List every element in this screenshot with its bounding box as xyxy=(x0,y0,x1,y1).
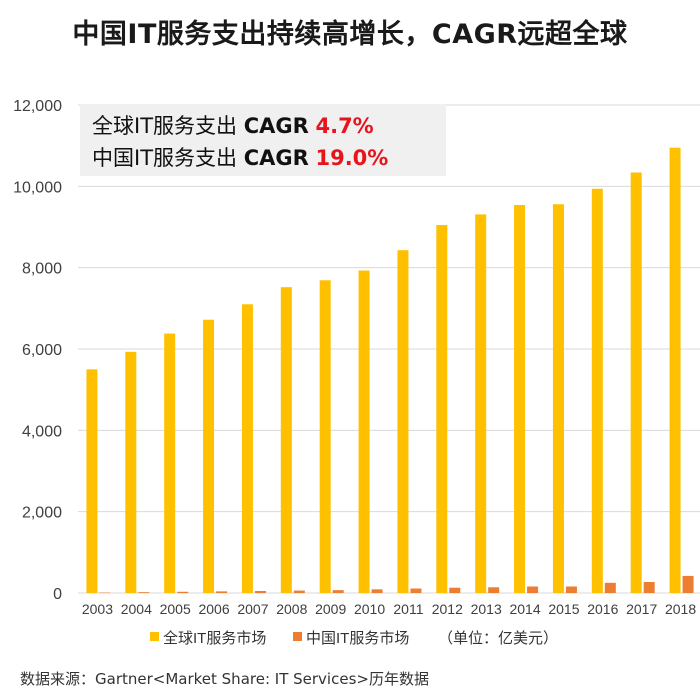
bar-global xyxy=(203,319,215,593)
bar-global xyxy=(125,351,137,593)
cagr-metric: CAGR xyxy=(243,114,309,138)
bar-global xyxy=(630,172,642,594)
x-tick-label: 2010 xyxy=(354,601,385,617)
chart-title: 中国IT服务支出持续高增长，CAGR远超全球 xyxy=(72,19,628,50)
y-tick-label: 0 xyxy=(53,586,62,603)
bar-china xyxy=(488,587,500,593)
bar-global xyxy=(436,224,448,593)
y-axis-tick-labels: 0 2,000 4,000 6,000 8,000 10,000 12,000 xyxy=(13,98,62,603)
bar-global xyxy=(358,270,370,593)
y-tick-label: 6,000 xyxy=(22,342,62,359)
data-source-note: 数据来源：Gartner<Market Share: IT Services>历… xyxy=(20,670,429,688)
x-tick-label: 2016 xyxy=(587,601,618,617)
bar-china xyxy=(293,590,305,593)
x-tick-label: 2008 xyxy=(276,601,307,617)
bar-global xyxy=(669,147,681,593)
bar-global xyxy=(86,369,98,593)
bar-global xyxy=(319,280,331,593)
y-tick-label: 4,000 xyxy=(22,423,62,440)
x-tick-label: 2007 xyxy=(237,601,268,617)
bar-china xyxy=(682,575,694,593)
y-tick-label: 2,000 xyxy=(22,505,62,522)
cagr-label: 全球IT服务支出 xyxy=(92,114,238,138)
y-tick-label: 10,000 xyxy=(13,179,62,196)
cagr-annotation-global: 全球IT服务支出 CAGR 4.7% xyxy=(92,110,374,140)
bar-china xyxy=(371,589,383,593)
x-tick-label: 2011 xyxy=(393,601,423,617)
legend-swatch xyxy=(150,632,159,641)
bar-china xyxy=(332,590,344,593)
x-tick-label: 2017 xyxy=(626,601,657,617)
x-tick-label: 2018 xyxy=(665,601,696,617)
bar-china xyxy=(565,586,577,593)
cagr-annotation-china: 中国IT服务支出 CAGR 19.0% xyxy=(92,142,388,172)
bar-global xyxy=(514,205,526,594)
x-tick-label: 2004 xyxy=(121,601,152,617)
cagr-metric: CAGR xyxy=(243,146,309,170)
x-tick-label: 2009 xyxy=(315,601,346,617)
bar-china xyxy=(410,588,422,593)
x-tick-label: 2012 xyxy=(432,601,463,617)
bars xyxy=(86,147,694,594)
x-tick-label: 2003 xyxy=(82,601,113,617)
bar-global xyxy=(552,204,564,593)
unit-note: （单位：亿美元） xyxy=(438,630,558,647)
x-tick-label: 2014 xyxy=(509,601,540,617)
legend-label: 全球IT服务市场 xyxy=(163,629,266,647)
x-tick-label: 2005 xyxy=(160,601,191,617)
bar-china xyxy=(254,590,266,593)
cagr-annotation-box: 全球IT服务支出 CAGR 4.7% 中国IT服务支出 CAGR 19.0% xyxy=(80,104,446,176)
bar-china xyxy=(216,591,228,593)
bar-china xyxy=(643,582,655,593)
cagr-value: 19.0% xyxy=(315,146,389,170)
legend-label: 中国IT服务市场 xyxy=(306,630,409,647)
x-axis-tick-labels: 2003 2004 2005 2006 2007 2008 2009 2010 2011 2012… xyxy=(82,601,696,617)
bar-china xyxy=(527,586,539,593)
legend-swatch xyxy=(293,632,302,641)
legend: 全球IT服务市场 中国IT服务市场 （单位：亿美元） xyxy=(150,629,558,647)
bar-global xyxy=(280,287,292,593)
y-tick-label: 12,000 xyxy=(13,98,62,115)
bar-china xyxy=(449,587,461,593)
bar-china xyxy=(604,582,616,593)
bar-global xyxy=(591,188,603,594)
x-tick-label: 2015 xyxy=(548,601,579,617)
bar-china xyxy=(177,591,189,593)
bar-global xyxy=(241,304,253,593)
bar-china xyxy=(138,592,150,593)
bar-global xyxy=(397,250,409,593)
cagr-value: 4.7% xyxy=(315,114,374,138)
x-tick-label: 2013 xyxy=(471,601,502,617)
cagr-label: 中国IT服务支出 xyxy=(92,146,238,170)
y-tick-label: 8,000 xyxy=(22,261,62,278)
bar-global xyxy=(475,214,487,594)
x-tick-label: 2006 xyxy=(198,601,229,617)
bar-china xyxy=(99,592,111,594)
bar-global xyxy=(164,333,176,593)
